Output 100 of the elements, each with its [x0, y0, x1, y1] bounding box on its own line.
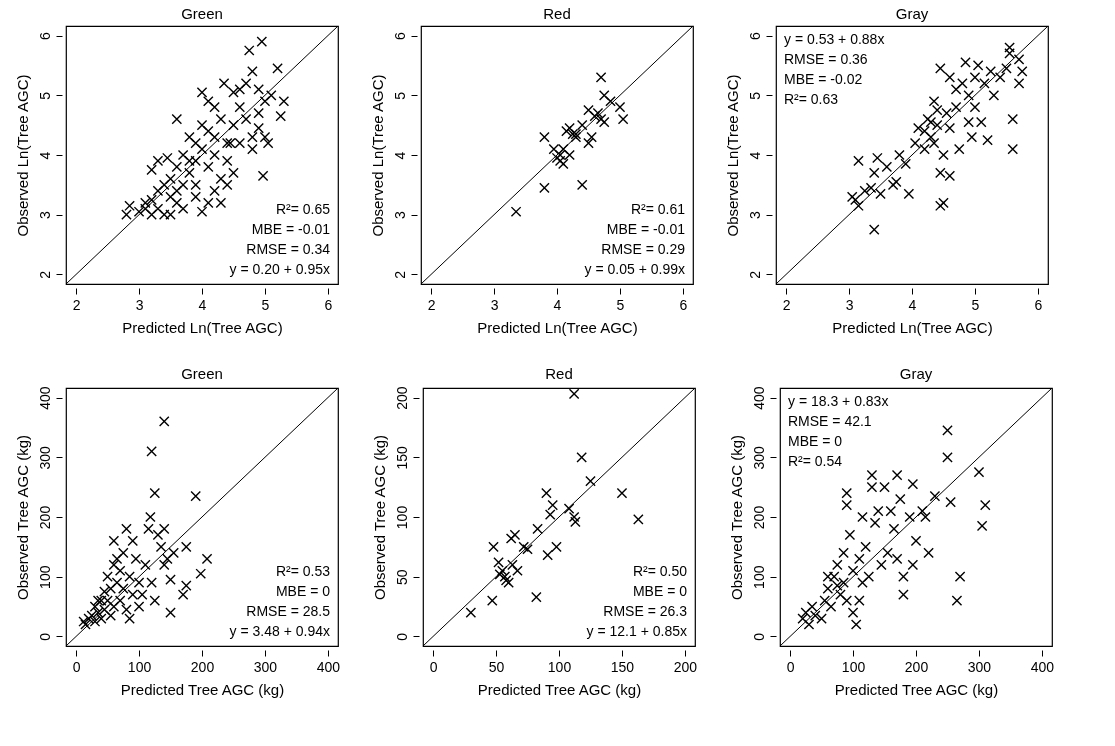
y-tick-label: 5 — [36, 91, 53, 100]
point — [595, 72, 607, 83]
point — [152, 529, 164, 541]
y-tick-label: 2 — [391, 270, 408, 279]
point — [904, 511, 916, 523]
x-axis-title: Predicted Tree AGC (kg) — [477, 680, 642, 698]
y-axis-title: Observed Ln(Tree AGC) — [368, 74, 386, 237]
y-tick-label: 400 — [36, 386, 53, 410]
point — [493, 557, 504, 568]
point — [844, 529, 856, 541]
point — [568, 388, 580, 400]
point — [149, 595, 161, 606]
point — [882, 547, 893, 559]
point — [857, 511, 868, 523]
annotation: MBE = -0.01 — [606, 221, 686, 237]
x-tick-label: 100 — [547, 658, 572, 675]
point — [168, 547, 179, 559]
point — [133, 601, 145, 612]
point — [547, 499, 559, 511]
point — [598, 89, 610, 101]
point — [976, 520, 988, 532]
point — [121, 523, 132, 535]
point — [841, 499, 853, 511]
point — [916, 505, 928, 517]
annotation: MBE = 0 — [788, 433, 843, 449]
x-tick-label: 400 — [316, 658, 341, 675]
annotation: MBE = 0 — [275, 583, 331, 599]
annotation: MBE = 0 — [632, 583, 688, 599]
x-tick-label: 5 — [971, 296, 980, 313]
point — [108, 535, 120, 547]
point — [860, 541, 871, 553]
y-tick-label: 100 — [750, 565, 767, 589]
point — [518, 541, 530, 553]
y-tick-label: 200 — [393, 386, 410, 410]
y-tick-label: 0 — [750, 632, 767, 641]
annotation: RMSE = 42.1 — [788, 413, 872, 429]
y-tick-label: 0 — [36, 632, 53, 641]
point — [510, 206, 522, 218]
chart-title: Green — [181, 5, 223, 22]
x-tick-label: 50 — [488, 658, 505, 675]
point — [486, 595, 498, 606]
x-tick-label: 2 — [72, 296, 81, 313]
x-tick-label: 400 — [1030, 658, 1055, 675]
annotation: R²= 0.53 — [275, 563, 331, 579]
point — [576, 119, 588, 131]
point — [158, 523, 170, 535]
y-tick-label: 400 — [750, 386, 767, 410]
point — [819, 595, 831, 606]
point — [551, 541, 562, 553]
x-tick-label: 4 — [553, 296, 562, 313]
point — [177, 589, 189, 600]
point — [847, 607, 859, 618]
point — [124, 613, 135, 624]
point — [891, 469, 903, 481]
annotation: y = 0.53 + 0.88x — [784, 31, 885, 47]
point — [616, 487, 628, 499]
point — [99, 586, 110, 597]
x-tick-label: 2 — [782, 296, 791, 313]
y-tick-label: 2 — [36, 270, 53, 279]
x-tick-label: 3 — [845, 296, 854, 313]
point — [891, 553, 903, 565]
annotation: y = 0.05 + 0.99x — [584, 261, 685, 277]
point — [841, 487, 853, 499]
y-tick-label: 4 — [391, 151, 408, 160]
point — [507, 559, 518, 571]
point — [835, 589, 846, 600]
annotation: y = 18.3 + 0.83x — [788, 393, 889, 409]
y-tick-label: 6 — [746, 31, 763, 40]
point — [585, 475, 596, 487]
point — [923, 547, 934, 559]
x-tick-label: 4 — [908, 296, 917, 313]
point — [149, 487, 161, 499]
point — [907, 478, 919, 490]
x-tick-label: 0 — [786, 658, 795, 675]
point — [942, 425, 953, 436]
y-axis-title: Observed Tree AGC (kg) — [727, 434, 745, 601]
point — [180, 580, 192, 591]
point — [570, 516, 581, 528]
y-tick-label: 200 — [36, 505, 53, 530]
x-tick-label: 3 — [490, 296, 499, 313]
y-tick-label: 300 — [750, 445, 767, 470]
y-tick-label: 100 — [393, 505, 410, 530]
x-axis-title: Predicted Tree AGC (kg) — [834, 680, 999, 698]
point — [117, 547, 129, 559]
y-tick-label: 300 — [36, 445, 53, 470]
point — [180, 541, 192, 553]
point — [803, 619, 815, 630]
point — [146, 446, 157, 457]
chart-title: Gray — [895, 5, 929, 22]
point — [108, 559, 120, 571]
point — [531, 591, 542, 603]
y-tick-label: 200 — [750, 505, 767, 530]
annotation: MBE = -0.02 — [784, 71, 863, 87]
point — [522, 543, 533, 555]
point — [847, 565, 859, 577]
point — [854, 553, 865, 565]
point — [542, 549, 553, 561]
chart-title: Green — [181, 364, 223, 382]
chart-title: Red — [543, 5, 571, 22]
annotation: y = 3.48 + 0.94x — [229, 623, 330, 639]
